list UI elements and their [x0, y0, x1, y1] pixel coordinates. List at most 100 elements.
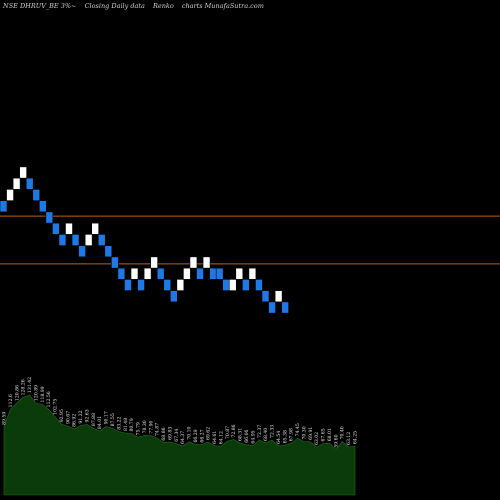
renko-brick-up	[91, 222, 99, 235]
volume-label: 112.56	[46, 391, 52, 407]
volume-label: 64.12	[218, 431, 224, 444]
renko-brick-up	[189, 256, 198, 269]
renko-brick-down	[124, 279, 132, 291]
renko-brick-down	[196, 267, 204, 280]
renko-brick-up	[202, 256, 211, 269]
renko-brick-up	[65, 222, 73, 235]
renko-brick-down	[215, 267, 224, 280]
renko-brick-down	[137, 279, 145, 291]
volume-label: 92.95	[59, 409, 65, 422]
renko-brick-down	[156, 267, 165, 280]
volume-label: 68.86	[161, 427, 167, 440]
renko-brick-down	[104, 245, 113, 258]
renko-brick-down	[38, 200, 47, 213]
chart-kind-label: Closing Daily data	[84, 2, 145, 10]
renko-brick-up	[84, 234, 93, 246]
renko-brick-up	[274, 290, 283, 303]
volume-label: 72.37	[257, 425, 263, 438]
renko-brick-up	[183, 267, 191, 280]
volume-label: 70.87	[225, 426, 231, 439]
volume-label: 59.60	[333, 434, 339, 447]
volume-label: 90.17	[104, 411, 110, 424]
volume-label: 77.90	[148, 420, 154, 433]
volume-label: 70.40	[340, 426, 346, 439]
renko-brick-down	[97, 234, 106, 246]
renko-brick-down	[111, 256, 119, 269]
renko-brick-down	[25, 177, 34, 190]
renko-brick-down	[117, 267, 126, 280]
volume-label: 118.99	[40, 386, 46, 402]
volume-label: 74.87	[155, 423, 161, 436]
renko-brick-down	[58, 234, 67, 246]
renko-brick-up	[150, 256, 158, 269]
volume-label: 89.59	[2, 412, 8, 425]
renko-brick-up	[6, 189, 14, 201]
volume-label: 87.88	[91, 413, 97, 426]
volume-label: 120.86	[14, 385, 20, 401]
volume-label: 69.62	[206, 427, 212, 440]
volume-label: 86.92	[72, 414, 78, 427]
renko-brick-up	[19, 166, 27, 179]
volume-label: 81.48	[123, 418, 129, 431]
volume-label: 75.79	[136, 422, 142, 435]
volume-label: 64.54	[276, 431, 282, 444]
volume-label: 66.29	[193, 429, 199, 442]
volume-label: 69.91	[308, 427, 314, 440]
ticker-label: NSE DHRUV_BE 3%~	[3, 2, 77, 10]
renko-brick-down	[71, 234, 80, 246]
volume-label: 91.22	[78, 410, 84, 423]
volume-label: 64.37	[180, 431, 186, 444]
volume-label: 67.34	[174, 429, 180, 442]
volume-label: 70.30	[301, 426, 307, 439]
renko-brick-down	[268, 301, 276, 314]
renko-brick-down	[170, 290, 178, 303]
volume-label: 63.12	[346, 432, 352, 445]
volume-label: 68.40	[263, 428, 269, 441]
volume-label: 131.42	[27, 377, 33, 393]
reference-lines	[0, 215, 500, 265]
volume-label: 70.10	[187, 426, 193, 439]
renko-brick-up	[12, 177, 21, 190]
volume-label: 90.67	[65, 411, 71, 424]
volume-label: 87.55	[110, 413, 116, 426]
volume-label: 64.25	[353, 431, 359, 444]
renko-brick-down	[78, 245, 86, 258]
volume-label: 128.26	[21, 379, 27, 395]
renko-brick-down	[0, 200, 8, 213]
volume-area-shape	[3, 394, 356, 496]
volume-label: 63.02	[314, 432, 320, 445]
volume-label: 74.45	[295, 423, 301, 436]
volume-label: 68.31	[238, 428, 244, 441]
volume-label: 80.79	[129, 418, 135, 431]
volume-label: 72.33	[270, 425, 276, 438]
renko-brick-up	[248, 267, 257, 280]
volume-label: 69.83	[167, 427, 173, 440]
renko-brick-up	[130, 267, 139, 280]
renko-brick-down	[255, 279, 263, 291]
renko-bricks	[0, 166, 289, 314]
renko-brick-down	[209, 267, 217, 280]
renko-brick-down	[32, 189, 41, 201]
renko-brick-down	[163, 279, 172, 291]
chart-header: NSE DHRUV_BE 3%~ Closing Daily data Renk…	[3, 2, 270, 10]
renko-brick-down	[222, 279, 230, 291]
volume-label: 68.01	[327, 428, 333, 441]
renko-brick-up	[143, 267, 152, 280]
volume-label: 102.75	[53, 399, 59, 415]
renko-brick-down	[242, 279, 250, 291]
renko-brick-down	[261, 290, 270, 303]
chart-style-label: Renko	[152, 2, 174, 10]
site-label: charts MunafaSutra.com	[181, 2, 264, 10]
volume-label: 66.27	[199, 429, 205, 442]
volume-label: 78.30	[142, 420, 148, 433]
volume-label: 65.38	[282, 430, 288, 443]
volume-label: 120.89	[33, 385, 39, 401]
volume-label: 112.6	[8, 394, 14, 407]
renko-brick-up	[176, 279, 185, 291]
renko-brick-down	[52, 222, 60, 235]
volume-label: 84.01	[97, 416, 103, 429]
volume-label: 67.98	[289, 428, 295, 441]
renko-brick-down	[45, 211, 54, 224]
